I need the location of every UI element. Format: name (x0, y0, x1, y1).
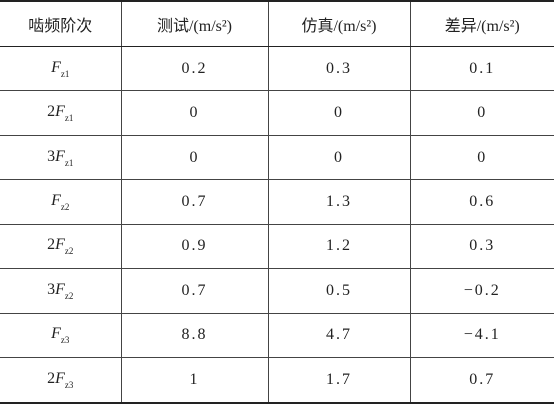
table-body: Fz1 0.2 0.3 0.1 2Fz1 0 0 0 3Fz1 0 0 0 Fz2 0.7 1.3 0.6 2F… (0, 46, 554, 404)
header-cell: 差异/(m/s²) (409, 0, 554, 47)
order-symbol: F (55, 236, 65, 254)
value-cell: 0.7 (120, 268, 268, 314)
value-cell: 0.3 (267, 46, 410, 92)
value-cell: 1.3 (267, 179, 410, 225)
table-row: 2Fz3 1 1.7 0.7 (0, 357, 554, 404)
value-cell: 1.2 (267, 224, 410, 270)
table-row: 2Fz1 0 0 0 (0, 90, 554, 136)
header-cell: 啮频阶次 (0, 0, 121, 47)
order-subscript: z2 (60, 201, 70, 212)
order-cell: Fz3 (0, 313, 121, 358)
table-row: 3Fz2 0.7 0.5 −0.2 (0, 268, 554, 314)
header-row: 啮频阶次 测试/(m/s²) 仿真/(m/s²) 差异/(m/s²) (0, 0, 554, 47)
order-coefficient: 2 (47, 236, 56, 254)
order-cell: Fz1 (0, 46, 121, 92)
order-subscript: z3 (60, 335, 70, 346)
value-cell: −0.2 (409, 268, 554, 314)
order-symbol: F (55, 369, 65, 387)
order-coefficient: 3 (47, 147, 56, 165)
value-cell: 0 (267, 90, 410, 136)
order-symbol: F (55, 103, 65, 121)
value-cell: 0.1 (409, 46, 554, 92)
order-subscript: z2 (64, 246, 74, 257)
table-row: Fz1 0.2 0.3 0.1 (0, 46, 554, 92)
order-subscript: z1 (64, 113, 74, 124)
value-cell: 0.5 (267, 268, 410, 314)
order-symbol: F (51, 191, 61, 209)
value-cell: 1.7 (267, 357, 410, 404)
order-symbol: F (51, 58, 61, 76)
order-subscript: z2 (64, 290, 74, 301)
value-cell: 0.3 (409, 224, 554, 270)
value-cell: 0 (409, 135, 554, 181)
table-header: 啮频阶次 测试/(m/s²) 仿真/(m/s²) 差异/(m/s²) (0, 0, 554, 47)
order-cell: 2Fz1 (0, 90, 121, 136)
order-symbol: F (55, 280, 65, 298)
order-symbol: F (51, 325, 61, 343)
order-subscript: z3 (64, 379, 74, 390)
order-cell: 2Fz2 (0, 224, 121, 270)
value-cell: 8.8 (120, 313, 268, 358)
order-cell: Fz2 (0, 179, 121, 225)
value-cell: 0.6 (409, 179, 554, 225)
order-cell: 2Fz3 (0, 357, 121, 404)
order-symbol: F (55, 147, 65, 165)
order-coefficient: 3 (47, 280, 56, 298)
table-row: Fz3 8.8 4.7 −4.1 (0, 313, 554, 358)
table-row: 3Fz1 0 0 0 (0, 135, 554, 181)
order-cell: 3Fz1 (0, 135, 121, 181)
table-row: 2Fz2 0.9 1.2 0.3 (0, 224, 554, 270)
header-cell: 测试/(m/s²) (120, 0, 268, 47)
order-subscript: z1 (64, 157, 74, 168)
header-cell: 仿真/(m/s²) (267, 0, 410, 47)
value-cell: 0 (120, 135, 268, 181)
value-cell: 0 (267, 135, 410, 181)
value-cell: 0 (409, 90, 554, 136)
order-coefficient: 2 (47, 103, 56, 121)
order-subscript: z1 (60, 68, 70, 79)
value-cell: 1 (120, 357, 268, 404)
value-cell: 0.7 (409, 357, 554, 404)
value-cell: 0.2 (120, 46, 268, 92)
order-coefficient: 2 (47, 369, 56, 387)
value-cell: −4.1 (409, 313, 554, 358)
table-row: Fz2 0.7 1.3 0.6 (0, 179, 554, 225)
order-cell: 3Fz2 (0, 268, 121, 314)
value-cell: 0.7 (120, 179, 268, 225)
value-cell: 4.7 (267, 313, 410, 358)
value-cell: 0 (120, 90, 268, 136)
value-cell: 0.9 (120, 224, 268, 270)
